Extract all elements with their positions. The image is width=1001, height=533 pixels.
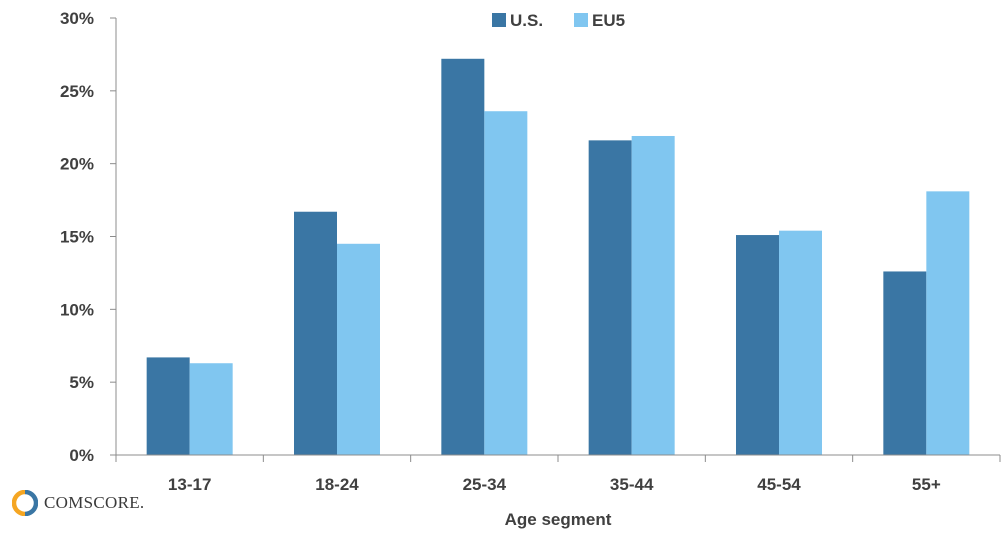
legend-label: U.S. (510, 11, 543, 30)
x-category-label: 35-44 (610, 475, 654, 494)
bar-eu5-55+ (926, 191, 970, 456)
bar-eu5-45-54 (779, 230, 822, 455)
bar-eu5-25-34 (484, 111, 528, 455)
bar-us-13-17 (146, 357, 190, 455)
comscore-logo: COMSCORE. (12, 488, 144, 518)
bars-layer (146, 58, 970, 456)
legend: U.S. EU5 (492, 11, 625, 30)
y-tick-label: 10% (60, 300, 94, 319)
bar-us-55+ (883, 271, 927, 455)
bar-eu5-13-17 (189, 363, 233, 455)
x-axis-title: Age segment (505, 510, 612, 529)
y-tick-label: 20% (60, 155, 94, 174)
bar-eu5-35-44 (631, 135, 675, 456)
x-category-label: 45-54 (757, 475, 801, 494)
y-tick-label: 0% (69, 446, 94, 465)
axes-layer (110, 17, 1001, 462)
x-category-label: 13-17 (168, 475, 211, 494)
y-tick-label: 30% (60, 9, 94, 28)
y-tick-label: 25% (60, 82, 94, 101)
x-category-label: 18-24 (315, 475, 359, 494)
x-category-label: 25-34 (463, 475, 507, 494)
bar-us-18-24 (294, 211, 337, 455)
y-tick-label: 5% (69, 373, 94, 392)
bar-us-25-34 (441, 58, 485, 455)
bar-us-35-44 (588, 140, 632, 456)
legend-label: EU5 (592, 11, 625, 30)
x-category-labels: 13-17 18-24 25-34 35-44 45-54 55+ (168, 475, 941, 494)
legend-swatch (574, 13, 588, 27)
legend-swatch (492, 13, 506, 27)
x-category-label: 55+ (912, 475, 941, 494)
bar-eu5-18-24 (337, 243, 380, 455)
comscore-logo-icon (12, 490, 38, 516)
bar-us-45-54 (736, 235, 779, 455)
y-tick-labels: 0% 5% 10% 15% 20% 25% 30% (60, 9, 94, 465)
y-tick-label: 15% (60, 228, 94, 247)
comscore-logo-text: COMSCORE. (44, 493, 145, 512)
